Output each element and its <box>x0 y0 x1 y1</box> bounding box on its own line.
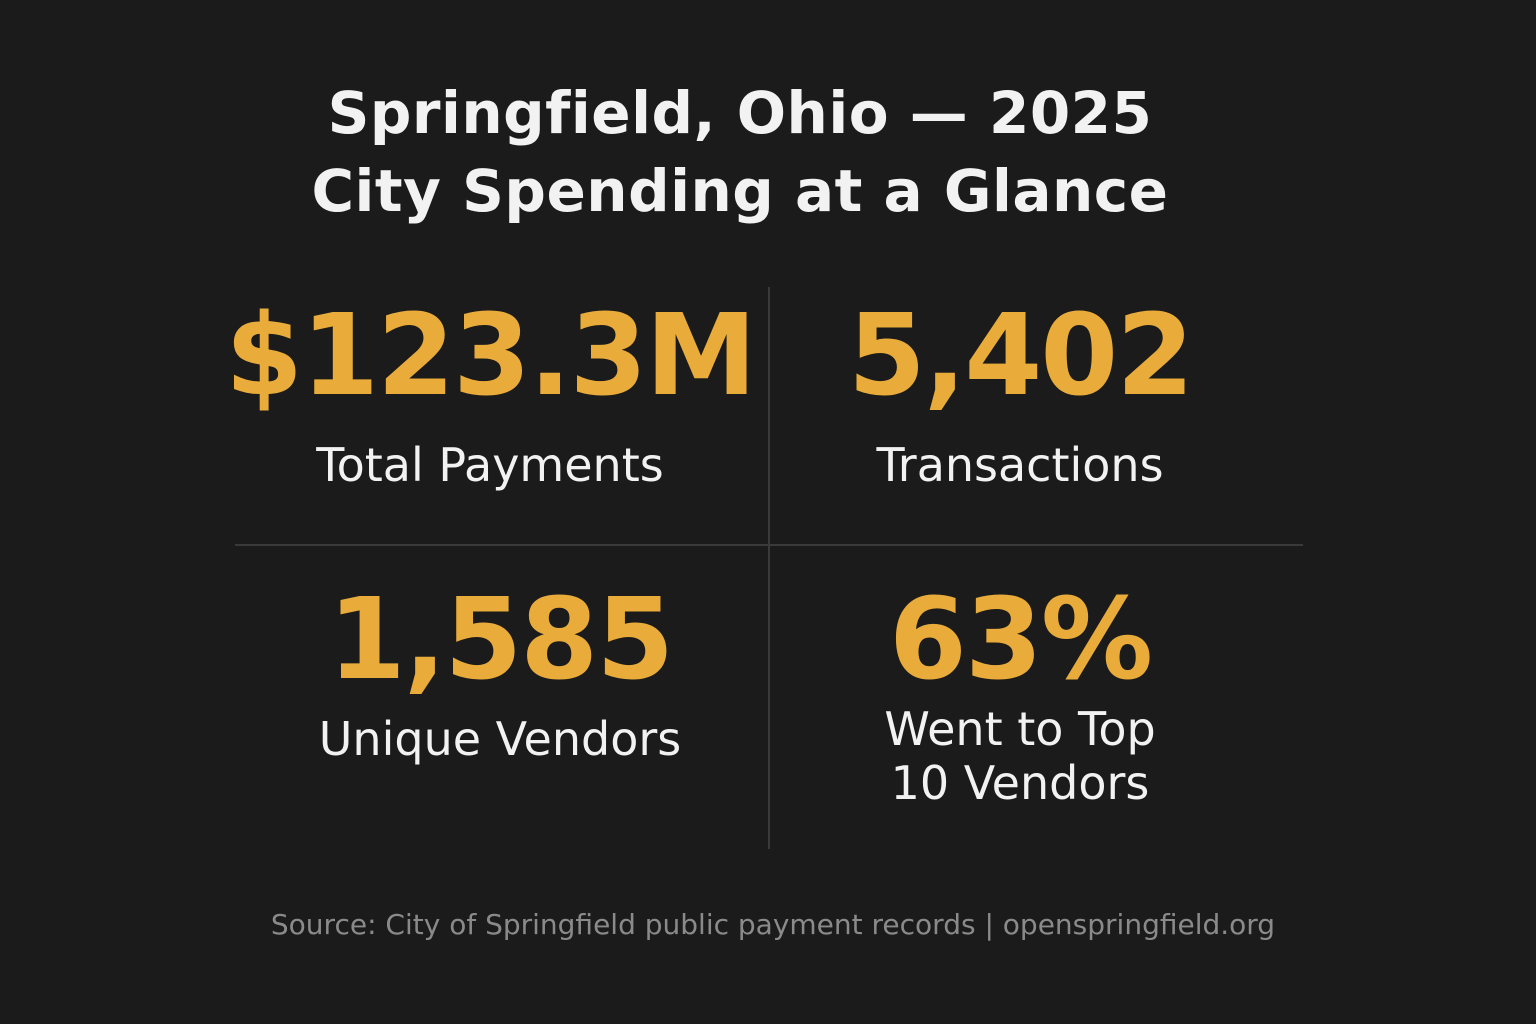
stat-label: Unique Vendors <box>210 712 790 766</box>
stat-top-vendors-share: 63% Went to Top 10 Vendors <box>735 580 1305 810</box>
stat-total-payments: $123.3M Total Payments <box>200 296 780 492</box>
stat-value: 63% <box>888 575 1153 705</box>
stat-label-line: Total Payments <box>316 438 664 492</box>
stat-label: Transactions <box>735 438 1305 492</box>
stat-label-line: Transactions <box>876 438 1164 492</box>
horizontal-divider <box>235 544 1303 546</box>
stat-unique-vendors: 1,585 Unique Vendors <box>210 580 790 766</box>
title-line-2: City Spending at a Glance <box>311 157 1169 225</box>
stat-value: 5,402 <box>847 291 1194 421</box>
title-line-1: Springfield, Ohio — 2025 <box>327 79 1153 147</box>
source-note: Source: City of Springfield public payme… <box>270 908 1276 941</box>
stat-value: 1,585 <box>327 575 674 705</box>
stat-label-line: Went to Top <box>884 702 1156 756</box>
stat-value: $123.3M <box>225 291 757 421</box>
vertical-divider <box>768 287 770 849</box>
stat-label: Total Payments <box>200 438 780 492</box>
stat-label-line: Unique Vendors <box>318 712 682 766</box>
stat-label-line: 10 Vendors <box>890 756 1150 810</box>
stat-transactions: 5,402 Transactions <box>735 296 1305 492</box>
stat-label: Went to Top 10 Vendors <box>735 702 1305 810</box>
page-title: Springfield, Ohio — 2025 City Spending a… <box>0 74 1480 230</box>
